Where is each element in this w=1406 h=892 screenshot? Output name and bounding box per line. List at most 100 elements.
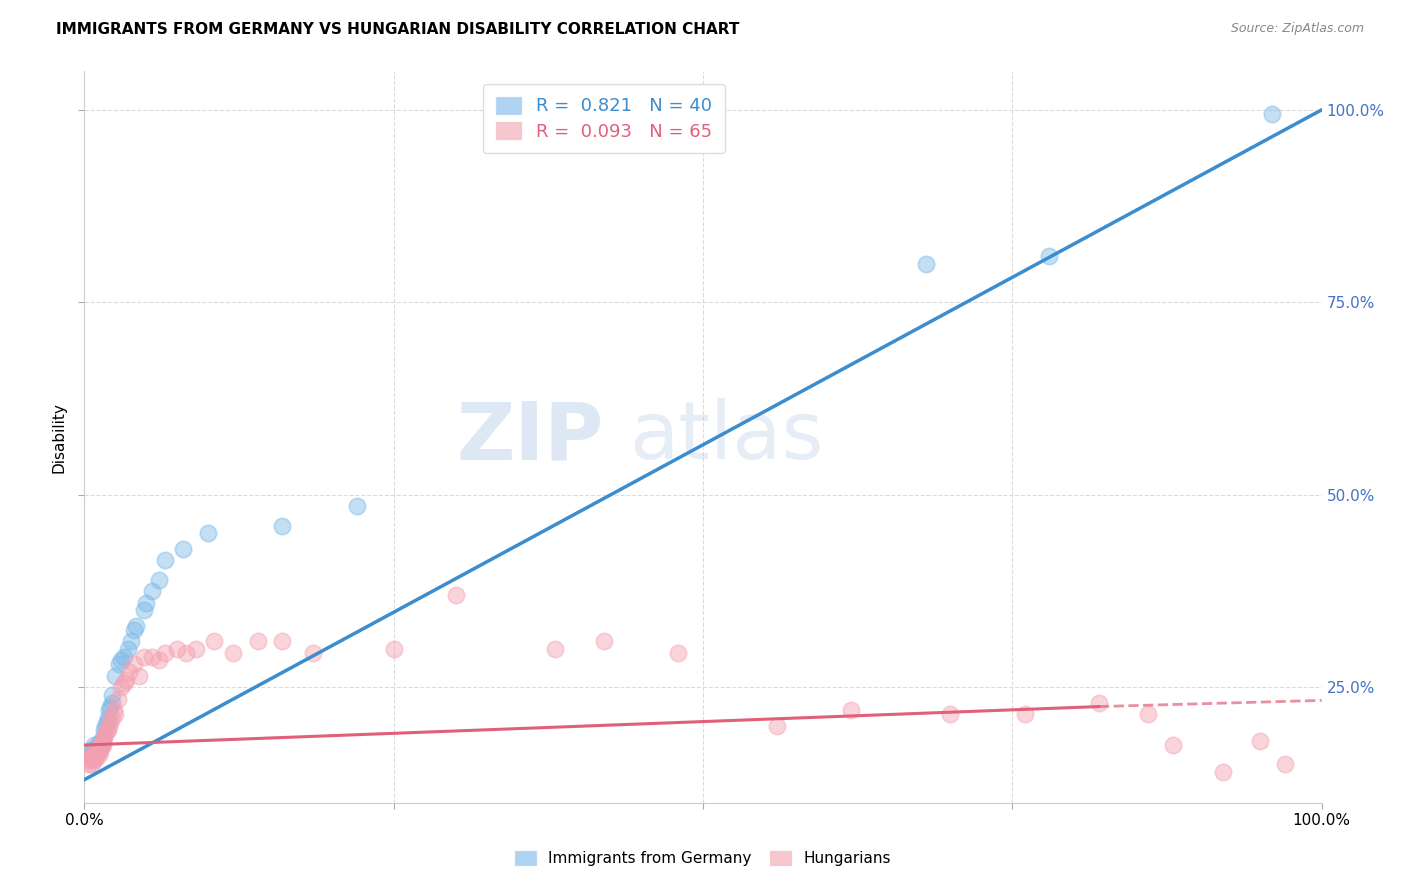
Point [122,623,145,637]
Point [166,641,188,656]
Point [84,751,107,765]
Point [86,746,108,760]
Point [184,641,207,656]
Point [122,657,145,672]
Point [939,707,962,722]
Point [103,703,125,717]
Point [90,738,112,752]
Point [108,657,131,672]
Point [79,757,101,772]
Point [89,742,111,756]
Point [1212,764,1234,779]
Point [98,699,121,714]
Point [666,646,689,660]
Point [117,641,139,656]
Point [89,742,111,756]
Point [128,669,150,683]
Point [1038,249,1060,263]
Point [1161,738,1184,752]
Point [104,669,127,683]
Point [80,757,103,772]
Point [98,714,121,729]
Point [91,734,114,748]
Point [97,723,120,737]
Text: ZIP: ZIP [457,398,605,476]
Point [96,714,118,729]
Point [96,723,118,737]
Point [77,754,100,768]
Point [79,746,101,760]
Point [94,719,117,733]
Point [1274,757,1296,772]
Point [93,731,115,745]
Point [766,719,789,733]
Point [80,751,103,765]
Point [841,703,863,717]
Point [141,649,163,664]
Point [100,711,122,725]
Legend: R =  0.821   N = 40, R =  0.093   N = 65: R = 0.821 N = 40, R = 0.093 N = 65 [484,84,724,153]
Point [82,746,104,760]
Point [1249,734,1271,748]
Point [115,673,138,687]
Point [107,691,129,706]
Legend: Immigrants from Germany, Hungarians: Immigrants from Germany, Hungarians [506,841,900,875]
Point [382,641,405,656]
Point [86,749,108,764]
Point [90,738,112,752]
Point [89,746,111,760]
Point [1137,707,1160,722]
Point [148,653,170,667]
Point [141,584,163,599]
Text: IMMIGRANTS FROM GERMANY VS HUNGARIAN DISABILITY CORRELATION CHART: IMMIGRANTS FROM GERMANY VS HUNGARIAN DIS… [56,22,740,37]
Text: Source: ZipAtlas.com: Source: ZipAtlas.com [1230,22,1364,36]
Y-axis label: Disability: Disability [52,401,67,473]
Point [98,703,121,717]
Point [98,719,121,733]
Text: atlas: atlas [628,398,823,476]
Point [93,723,115,737]
Point [110,653,132,667]
Point [914,257,936,271]
Point [97,711,120,725]
Point [80,749,103,764]
Point [153,553,176,567]
Point [82,749,104,764]
Point [82,742,104,756]
Point [271,634,294,648]
Point [271,518,294,533]
Point [132,603,155,617]
Point [172,541,194,556]
Point [84,746,107,760]
Point [89,736,111,750]
Point [444,588,467,602]
Point [87,746,110,760]
Point [91,731,114,745]
Point [153,646,176,660]
Point [86,743,108,757]
Point [83,754,105,768]
Point [91,734,114,748]
Point [100,696,122,710]
Point [132,649,155,664]
Point [197,526,219,541]
Point [89,740,111,755]
Point [87,743,110,757]
Point [1261,106,1284,120]
Point [94,726,117,740]
Point [202,634,225,648]
Point [302,646,325,660]
Point [104,707,127,722]
Point [246,634,269,648]
Point [89,738,111,752]
Point [346,500,368,514]
Point [79,749,101,764]
Point [83,747,105,762]
Point [112,676,135,690]
Point [125,618,148,632]
Point [1088,696,1111,710]
Point [112,649,135,664]
Point [174,646,197,660]
Point [87,740,110,755]
Point [110,681,132,695]
